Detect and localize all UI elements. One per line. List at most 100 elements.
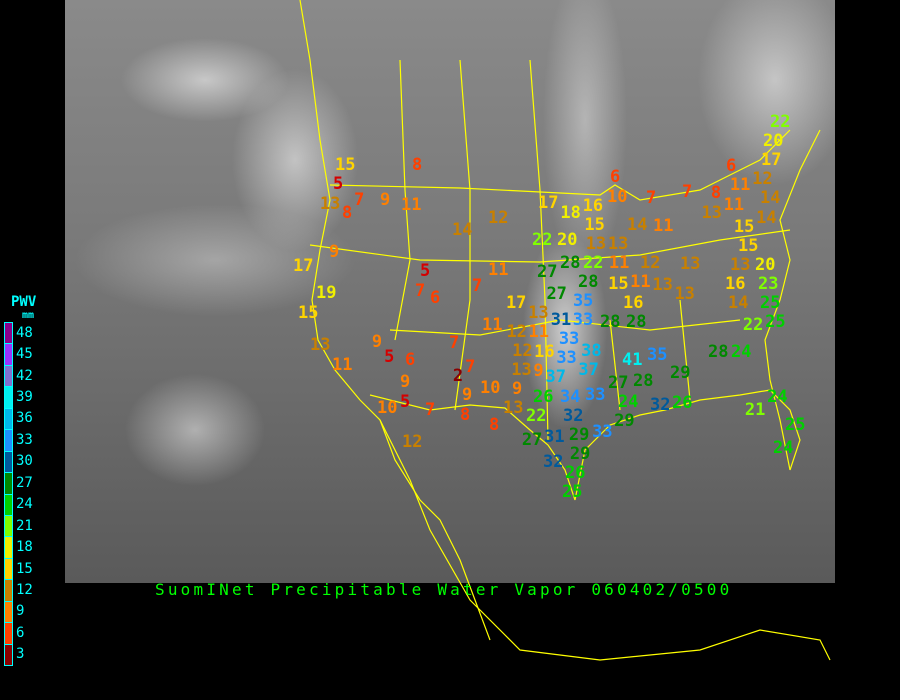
station-pwv-value: 16 — [623, 292, 644, 313]
station-pwv-value: 16 — [534, 341, 555, 362]
station-pwv-value: 11 — [653, 215, 674, 236]
station-pwv-value: 28 — [633, 371, 654, 392]
station-pwv-value: 13 — [503, 398, 524, 419]
state-line — [609, 319, 621, 411]
station-pwv-value: 16 — [725, 274, 746, 295]
station-pwv-value: 14 — [627, 214, 648, 235]
station-pwv-value: 31 — [550, 310, 572, 331]
station-pwv-value: 13 — [310, 334, 331, 355]
legend-unit: mm — [22, 310, 35, 321]
station-pwv-value: 33 — [592, 421, 613, 442]
station-pwv-value: 22 — [742, 315, 764, 336]
station-pwv-value: 31 — [544, 426, 565, 447]
station-pwv-value: 7 — [449, 332, 460, 353]
station-pwv-value: 11 — [608, 252, 630, 273]
legend-label: 9 — [16, 603, 25, 620]
station-pwv-value: 17 — [761, 149, 782, 170]
legend-label: 12 — [16, 581, 33, 598]
state-line — [529, 59, 549, 441]
west-coast — [299, 0, 491, 641]
station-pwv-value: 22 — [770, 111, 791, 132]
station-pwv-value: 8 — [710, 182, 722, 203]
station-pwv-value: 11 — [488, 259, 509, 280]
station-pwv-value: 25 — [562, 481, 583, 502]
station-pwv-value: 11 — [729, 175, 751, 196]
station-pwv-value: 17 — [505, 292, 527, 313]
station-pwv-value: 15 — [733, 216, 755, 237]
station-pwv-value: 17 — [538, 192, 559, 213]
legend-swatch — [4, 472, 13, 495]
station-pwv-value: 12 — [488, 207, 509, 228]
station-pwv-value: 14 — [728, 293, 749, 314]
station-pwv-value: 9 — [380, 189, 391, 210]
station-pwv-value: 16 — [582, 195, 604, 216]
legend-swatch — [4, 364, 13, 388]
station-pwv-value: 20 — [755, 254, 776, 275]
state-line — [389, 319, 741, 336]
station-pwv-value: 19 — [316, 283, 337, 304]
legend-swatch — [4, 600, 13, 624]
station-pwv-value: 27 — [537, 261, 558, 282]
legend-swatch — [4, 493, 13, 516]
station-pwv-value: 29 — [568, 424, 590, 445]
legend-label: 24 — [16, 496, 33, 513]
station-pwv-value: 7 — [465, 356, 476, 377]
station-pwv-value: 11 — [630, 272, 651, 293]
legend-label: 30 — [16, 453, 33, 470]
station-pwv-value: 13 — [730, 254, 751, 275]
station-pwv-value: 28 — [578, 272, 599, 293]
station-pwv-value: 28 — [560, 253, 581, 274]
station-pwv-value: 27 — [608, 373, 629, 394]
mexico-border — [369, 394, 576, 501]
station-pwv-value: 11 — [528, 322, 549, 343]
station-pwv-value: 37 — [545, 367, 566, 388]
station-pwv-value: 33 — [585, 384, 606, 405]
legend-label: 48 — [16, 324, 33, 341]
station-pwv-value: 27 — [546, 283, 567, 304]
station-pwv-value: 41 — [622, 349, 643, 370]
station-pwv-value: 20 — [763, 130, 784, 151]
station-pwv-value: 18 — [560, 202, 581, 223]
legend-label: 27 — [16, 474, 33, 491]
us-canada-border — [329, 129, 791, 201]
station-pwv-value: 32 — [563, 405, 584, 426]
legend-swatch — [4, 386, 13, 409]
station-pwv-value: 14 — [452, 219, 473, 240]
station-pwv-value: 6 — [610, 166, 621, 187]
station-pwv-value: 7 — [682, 181, 693, 202]
station-pwv-value: 24 — [618, 392, 639, 413]
legend-label: 33 — [16, 431, 33, 448]
station-pwv-value: 26 — [565, 462, 586, 483]
station-pwv-value: 5 — [333, 174, 344, 195]
legend-swatch — [4, 343, 13, 366]
station-pwv-value: 29 — [670, 362, 691, 383]
station-pwv-value: 20 — [557, 229, 578, 250]
legend-swatch — [4, 407, 13, 431]
station-pwv-value: 37 — [578, 360, 599, 381]
station-pwv-value: 13 — [607, 233, 629, 254]
station-pwv-value: 5 — [400, 391, 411, 412]
station-pwv-value: 25 — [785, 414, 806, 435]
station-pwv-value: 26 — [533, 386, 554, 407]
state-line — [679, 299, 691, 401]
station-pwv-value: 13 — [652, 274, 673, 295]
station-pwv-value: 9 — [371, 331, 383, 352]
station-pwv-value: 13 — [585, 234, 607, 255]
station-pwv-value: 6 — [405, 349, 416, 370]
station-pwv-value: 24 — [773, 437, 794, 458]
station-pwv-value: 13 — [701, 202, 722, 223]
station-pwv-value: 25 — [760, 293, 781, 314]
station-pwv-value: 32 — [650, 394, 671, 415]
station-pwv-value: 10 — [607, 186, 628, 207]
station-pwv-value: 33 — [556, 348, 577, 369]
station-pwv-value: 28 — [600, 311, 621, 332]
gulf-coast — [574, 389, 801, 501]
station-pwv-value: 15 — [335, 155, 356, 176]
state-line — [394, 59, 411, 341]
station-pwv-value: 32 — [543, 451, 564, 472]
station-pwv-value: 13 — [511, 360, 532, 381]
legend-swatch — [4, 579, 13, 602]
station-pwv-value: 11 — [401, 194, 422, 215]
station-pwv-value: 15 — [738, 235, 759, 256]
station-pwv-value: 12 — [752, 169, 773, 190]
